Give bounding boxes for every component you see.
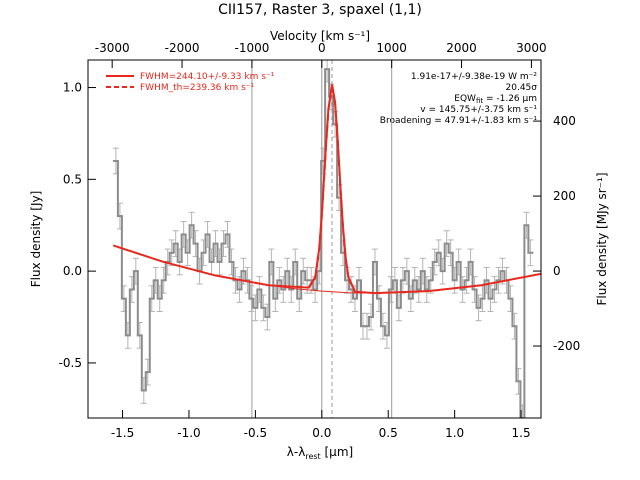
y2-tick-label: 0: [553, 264, 561, 278]
x-tick-label: -1.5: [111, 426, 134, 440]
y-tick-label: 0.0: [63, 264, 82, 278]
y-tick-label: -0.5: [59, 356, 82, 370]
annotation: 1.91e-17+/-9.38e-19 W m⁻²: [411, 72, 538, 82]
x-label-sub: rest: [305, 452, 320, 461]
legend-label: FWHM_th=239.36 km s⁻¹: [140, 83, 255, 93]
x2-tick-label: -1000: [234, 41, 269, 55]
y2-tick-label: 200: [553, 189, 576, 203]
plot-area: [112, 60, 541, 418]
x-axis-label: λ-λrest [μm]: [287, 445, 353, 461]
x-tick-label: -0.5: [244, 426, 267, 440]
x2-axis-label: Velocity [km s⁻¹]: [270, 29, 370, 43]
eqw-text: = -1.26 μm: [483, 94, 537, 104]
y-tick-label: 0.5: [63, 172, 82, 186]
x2-tick-label: -2000: [165, 41, 200, 55]
x-label-unit: [μm]: [321, 445, 354, 459]
annotation: Broadening = 47.91+/-1.83 km s⁻¹: [380, 116, 538, 126]
y-axis-label: Flux density [Jy]: [29, 191, 43, 288]
x-tick-label: 0.0: [312, 426, 331, 440]
step-connector: [116, 69, 530, 418]
legend-label: FWHM=244.10+/-9.33 km s⁻¹: [140, 72, 275, 82]
x2-tick-label: 2000: [446, 41, 477, 55]
x2-tick-label: 0: [318, 41, 326, 55]
plot-frame: [87, 59, 542, 419]
annotation: 20.45σ: [506, 83, 538, 93]
x-tick-label: -1.0: [177, 426, 200, 440]
y-tick-label: 1.0: [63, 81, 82, 95]
annotation: v = 145.75+/-3.75 km s⁻¹: [420, 105, 537, 115]
y2-tick-label: 400: [553, 114, 576, 128]
eqw-sub: fit: [476, 97, 483, 105]
eqw-label: EQW: [454, 94, 476, 104]
x2-tick-label: 1000: [376, 41, 407, 55]
x-tick-label: 0.5: [379, 426, 398, 440]
x2-tick-label: 3000: [516, 41, 547, 55]
x-label-main: λ-λ: [287, 445, 306, 459]
y2-axis-label: Flux density [MJy sr⁻¹]: [595, 172, 609, 305]
y2-tick-label: -200: [553, 339, 580, 353]
fit-line: [268, 284, 375, 294]
x2-tick-label: -3000: [95, 41, 130, 55]
x-tick-label: 1.5: [512, 426, 531, 440]
fit-line: [307, 85, 356, 293]
annotation-eqw: EQWfit = -1.26 μm: [454, 94, 537, 105]
chart-title: CII157, Raster 3, spaxel (1,1): [218, 2, 422, 18]
x-tick-label: 1.0: [445, 426, 464, 440]
